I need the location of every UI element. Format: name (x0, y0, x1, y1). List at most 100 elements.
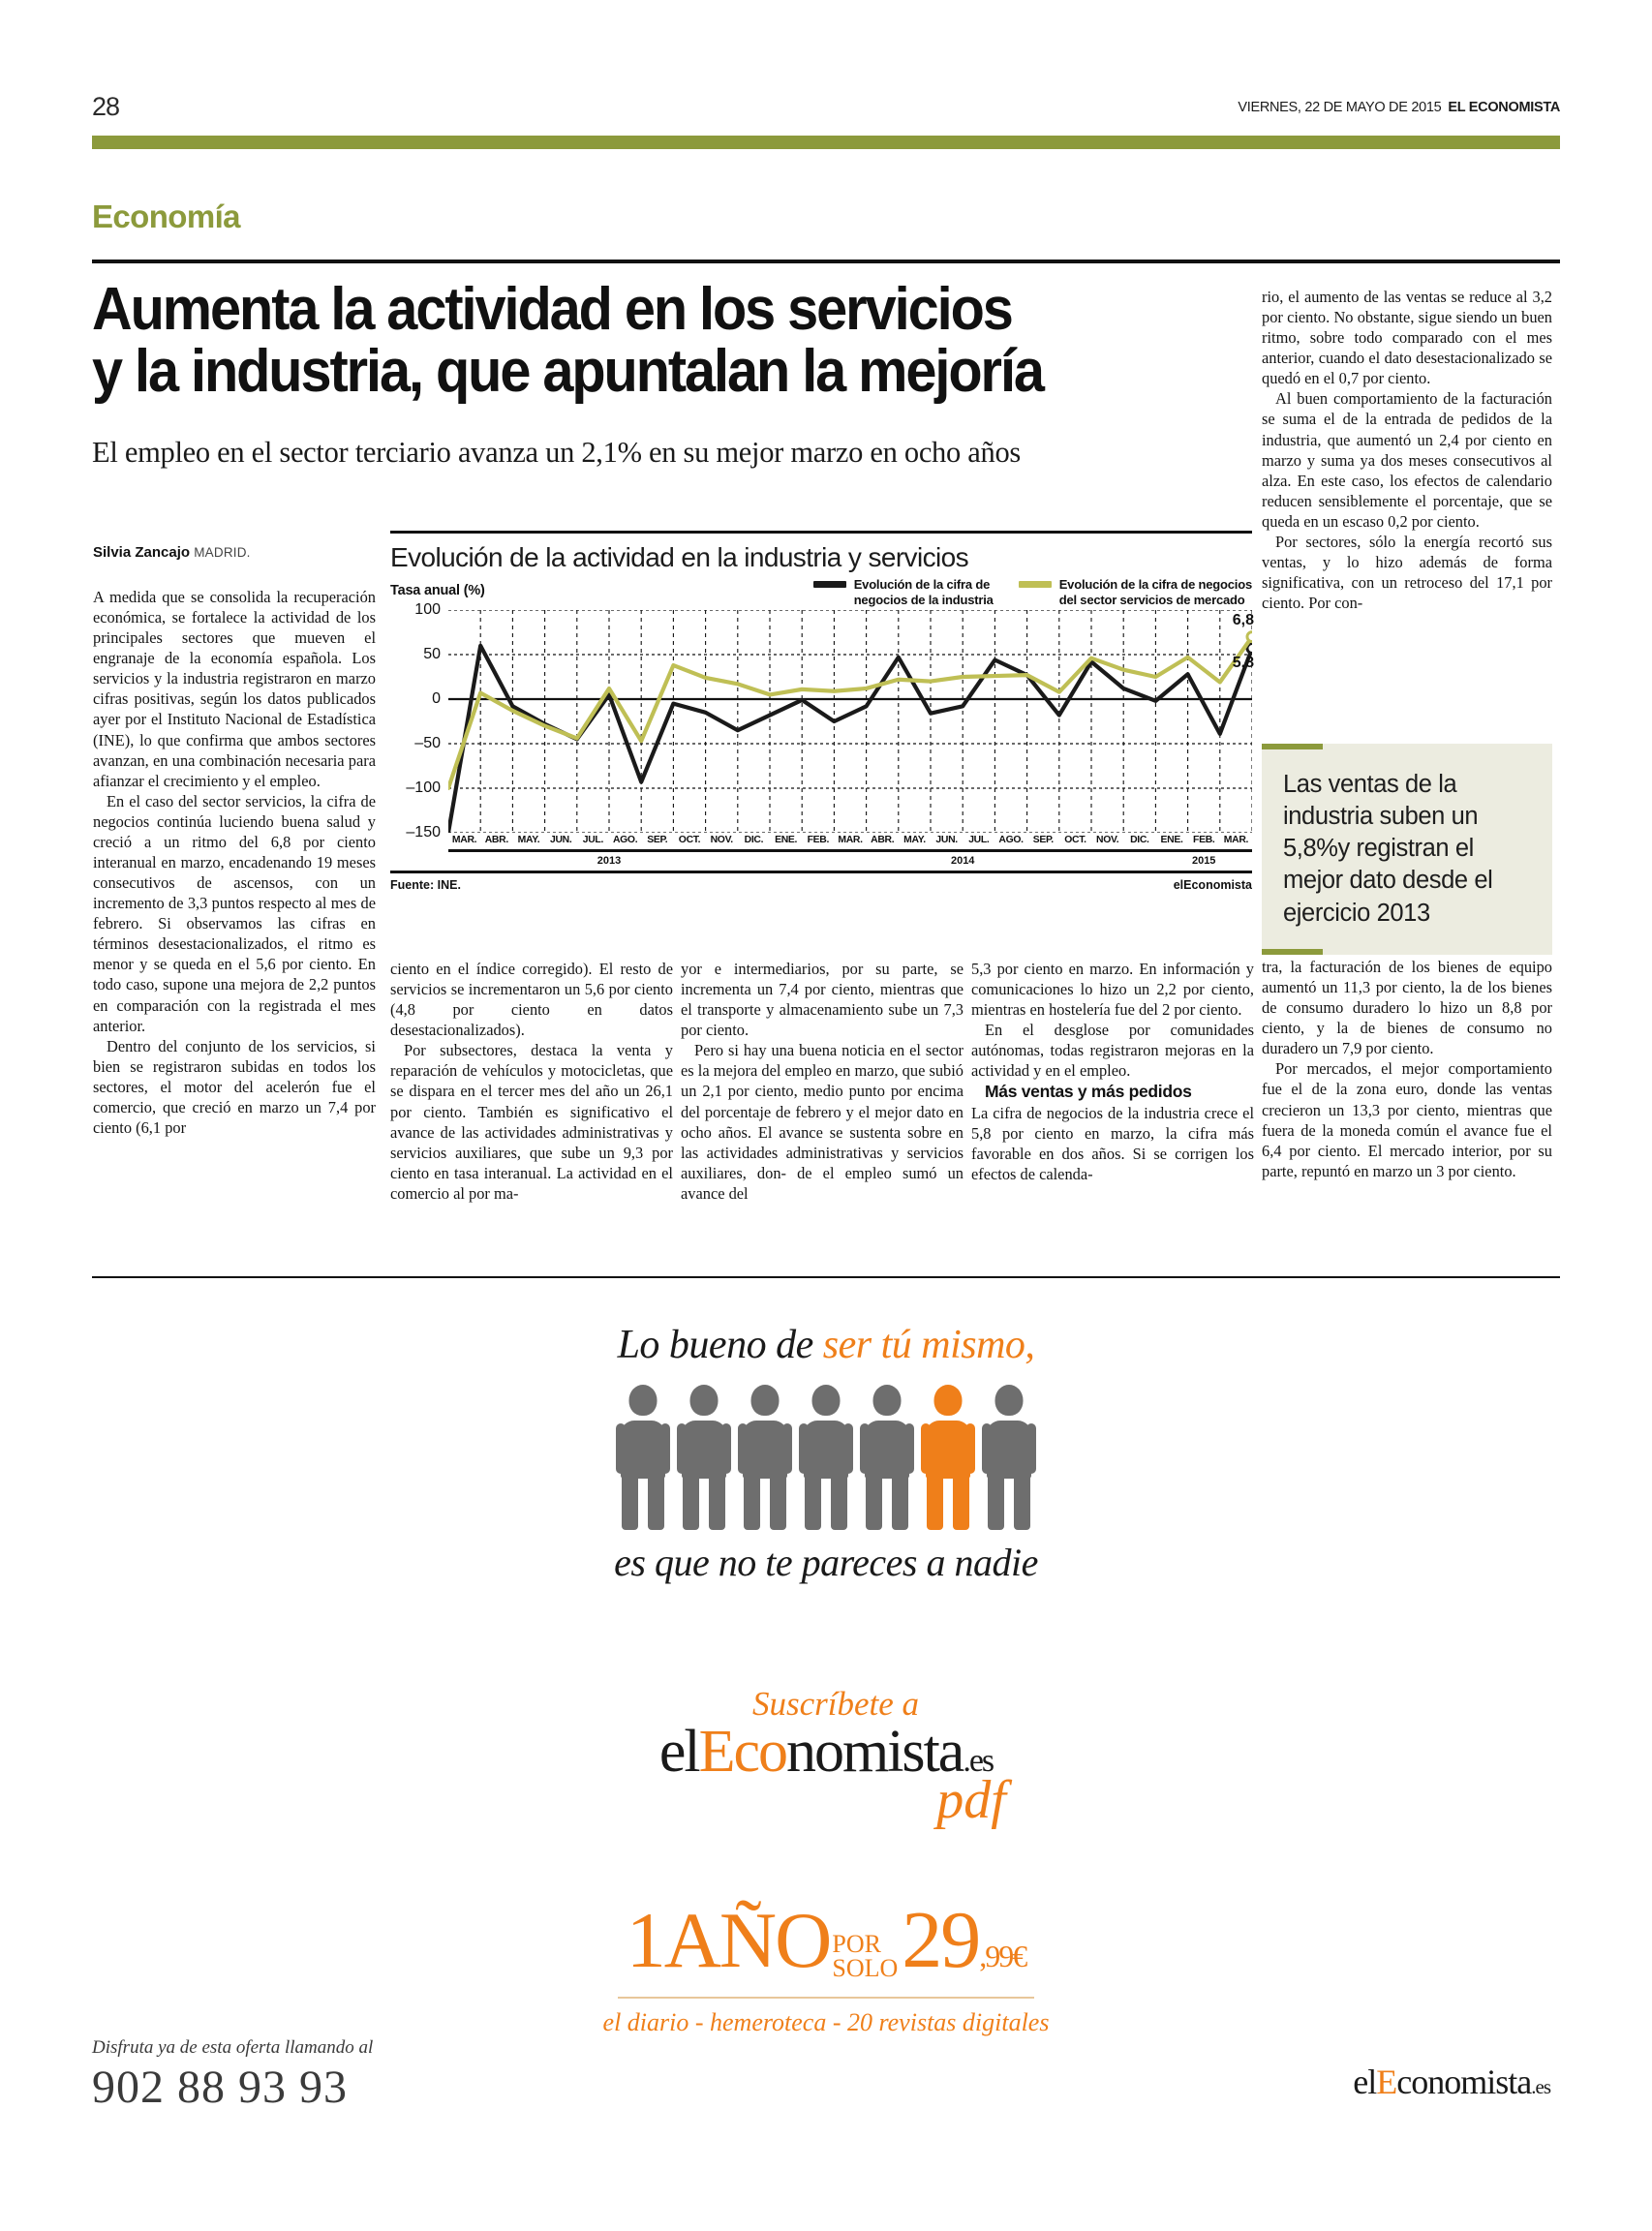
ad-phone-label: Disfruta ya de esta oferta llamando al (92, 2037, 374, 2058)
x-axis-month: SEP. (647, 835, 668, 845)
ad-tagline-top-plain: Lo bueno de (617, 1323, 823, 1367)
pull-quote-text: Las ventas de la industria suben un 5,8%… (1283, 771, 1493, 927)
x-axis-month: NOV. (1096, 835, 1119, 845)
chart-canvas (448, 610, 1252, 833)
ad-brand-es: .es (963, 1743, 994, 1779)
ad-people-figures (92, 1375, 1560, 1530)
y-axis-tick: 0 (432, 690, 441, 707)
x-axis-year-group: 2013 (448, 849, 770, 869)
x-axis-month: OCT. (1064, 835, 1086, 845)
section-divider (92, 260, 1560, 263)
ad-price-number: 29 (902, 1895, 981, 1985)
page-number: 28 (92, 92, 120, 121)
chart-foot-rule (390, 871, 1252, 873)
paragraph: La cifra de negocios de la industria cre… (971, 1103, 1254, 1184)
legend-item-servicios: Evolución de la cifra de negocios del se… (1018, 577, 1252, 608)
legend-label-servicios: Evolución de la cifra de negocios del se… (1058, 577, 1252, 607)
chart-credit: elEconomista (1173, 877, 1252, 892)
x-axis-month: ENE. (1160, 835, 1183, 845)
y-axis-tick: –50 (414, 735, 441, 751)
y-axis-tick: 50 (423, 646, 441, 662)
chart-svg (448, 610, 1252, 833)
paragraph: 5,3 por ciento en marzo. En información … (971, 960, 1254, 1020)
advertisement[interactable]: Lo bueno de ser tú mismo, es que no te p… (92, 1302, 1560, 2135)
x-axis-month: DIC. (744, 835, 764, 845)
x-axis-year: 2014 (950, 854, 975, 867)
header-brand: EL ECONOMISTA (1448, 100, 1560, 115)
body-column-3: yor e intermediarios, por su parte, se i… (681, 959, 964, 1204)
ad-footer-logo: elEconomista.es (1353, 2062, 1551, 2102)
chart-month-labels: MAR. ABR. MAY. JUN. JUL. AGO. SEP. OCT. NOV. DIC.… (448, 835, 1252, 845)
chart-footer: Fuente: INE. elEconomista (390, 878, 1252, 892)
author-name: Silvia Zancajo (93, 544, 191, 561)
pull-quote-bar-bottom (1262, 948, 1323, 955)
person-icon (982, 1385, 1036, 1530)
person-icon (677, 1385, 731, 1530)
chart-plot-area: 100 50 0 –50 –100 –150 6,8 5,8 (390, 601, 1254, 840)
series-endpoint (1245, 630, 1252, 644)
paragraph: Por subsectores, destaca la venta y repa… (390, 1041, 673, 1203)
ad-price-one: 1 (626, 1896, 666, 1984)
series-endpoint (1245, 642, 1252, 656)
chart-title: Evolución de la actividad en la industri… (390, 542, 969, 572)
dateline: MADRID. (194, 545, 251, 560)
subheadline: El empleo en el sector terciario avanza … (92, 436, 1021, 469)
x-axis-month: JUN. (935, 835, 958, 845)
byline: Silvia Zancajo MADRID. (93, 544, 374, 561)
legend-swatch-industria (812, 581, 846, 588)
person-icon (616, 1385, 670, 1530)
ad-phone-number: 902 88 93 93 (92, 2062, 348, 2113)
ad-brand-eco: Eco (698, 1719, 788, 1785)
x-axis-month: JUL. (582, 835, 604, 845)
chart-subtitle: Tasa anual (%) (390, 583, 485, 598)
body-column-right-top: rio, el aumento de las ventas se reduce … (1262, 287, 1552, 613)
chart-value-label: 5,8 (1232, 654, 1254, 671)
legend-item-industria: Evolución de la cifra de negocios de la … (812, 577, 994, 608)
paragraph: Dentro del conjunto de los servicios, si… (93, 1036, 376, 1138)
pull-quote: Las ventas de la industria suben un 5,8%… (1262, 744, 1552, 955)
ad-subscribe-block[interactable]: Suscríbete a elEconomista.es pdf (92, 1685, 1560, 1831)
x-axis-year: 2015 (1191, 854, 1216, 867)
paragraph: Por sectores, sólo la energía recortó su… (1262, 532, 1552, 613)
ad-pdf-label: pdf (936, 1770, 1006, 1830)
paragraph: ciento en el índice corregido). El resto… (390, 960, 673, 1040)
x-axis-month: MAY. (517, 835, 540, 845)
paragraph: A medida que se consolida la recuperació… (93, 588, 376, 790)
ad-price-block: 1AÑO POR SOLO 29,99€ el diario - hemeroteca… (92, 1893, 1560, 2037)
ad-price-duration: 1AÑO (626, 1895, 833, 1986)
chart-legend: Evolución de la cifra de negocios de la … (812, 577, 1252, 608)
legend-swatch-servicios (1018, 581, 1052, 588)
headline-line-1: Aumenta la actividad en los servicios (92, 276, 1014, 343)
ad-phone-block: Disfruta ya de esta oferta llamando al 9… (92, 2037, 373, 2114)
x-axis-month: MAR. (451, 835, 477, 845)
headline-line-2: y la industria, que apuntalan la mejoría (92, 338, 1045, 406)
paragraph: yor e intermediarios, por su parte, se i… (681, 960, 964, 1040)
ad-subscribe-label: Suscríbete a (751, 1685, 920, 1723)
y-axis-tick: –150 (406, 824, 441, 840)
ad-price-cents: ,99€ (979, 1939, 1027, 1973)
x-axis-month: FEB. (807, 835, 830, 845)
ad-price-solo: SOLO (832, 1954, 899, 1983)
ad-tagline-top: Lo bueno de ser tú mismo, (92, 1322, 1560, 1368)
ad-brand-nomista: nomista (785, 1719, 964, 1785)
person-icon (738, 1385, 792, 1530)
ad-brand-logo: elEconomista.es (92, 1718, 1560, 1787)
x-axis-month: DIC. (1130, 835, 1149, 845)
article-bottom-rule (92, 1276, 1560, 1278)
x-axis-month: ABR. (484, 835, 509, 845)
series-line-industria (448, 643, 1252, 833)
paragraph: Por mercados, el mejor comportamiento fu… (1262, 1059, 1552, 1180)
x-axis-year-group: 2014 (770, 849, 1156, 869)
chart-value-label: 6,8 (1232, 611, 1254, 628)
paragraph: En el caso del sector servicios, la cifr… (93, 791, 376, 1035)
x-axis-month: JUN. (549, 835, 572, 845)
person-icon-highlighted (921, 1385, 975, 1530)
body-column-2: ciento en el índice corregido). El resto… (390, 959, 673, 1204)
x-axis-month: MAR. (1223, 835, 1249, 845)
x-axis-month: OCT. (678, 835, 701, 845)
x-axis-year-group: 2015 (1155, 849, 1252, 869)
ad-brand-el: el (658, 1719, 701, 1785)
x-axis-month: AGO. (612, 835, 638, 845)
body-column-1: A medida que se consolida la recuperació… (93, 587, 376, 1138)
y-axis-tick: 100 (414, 601, 441, 618)
